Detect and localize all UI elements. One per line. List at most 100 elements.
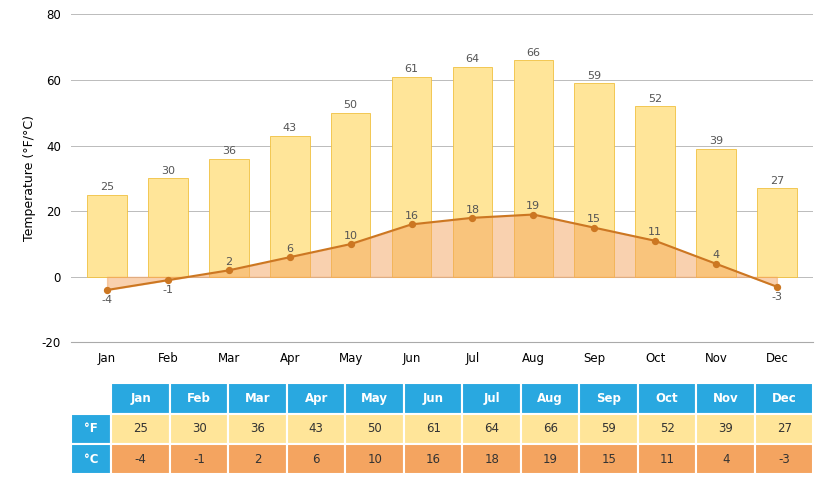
Text: 59: 59 bbox=[601, 422, 616, 435]
Bar bbox=[170, 383, 228, 413]
Point bbox=[466, 214, 479, 222]
Y-axis label: Temperature (°F/°C): Temperature (°F/°C) bbox=[23, 115, 36, 241]
Bar bbox=[696, 413, 755, 444]
Bar bbox=[579, 383, 638, 413]
Bar bbox=[404, 383, 462, 413]
Bar bbox=[404, 413, 462, 444]
Text: Feb: Feb bbox=[188, 392, 211, 405]
Bar bbox=[638, 383, 696, 413]
Point bbox=[710, 260, 723, 268]
Text: 16: 16 bbox=[404, 211, 418, 221]
Text: °C: °C bbox=[84, 453, 98, 466]
Bar bbox=[345, 444, 404, 474]
Bar bbox=[462, 444, 521, 474]
Bar bbox=[638, 444, 696, 474]
Text: Mar: Mar bbox=[245, 392, 271, 405]
Bar bbox=[755, 383, 813, 413]
Text: 27: 27 bbox=[769, 176, 784, 186]
Point bbox=[344, 240, 357, 248]
Text: 25: 25 bbox=[100, 182, 115, 192]
Bar bbox=[579, 444, 638, 474]
Bar bbox=[521, 444, 579, 474]
Bar bbox=[270, 136, 310, 277]
Text: °F: °F bbox=[84, 422, 98, 435]
Bar bbox=[287, 383, 345, 413]
Bar bbox=[521, 413, 579, 444]
Bar bbox=[71, 413, 111, 444]
Text: 43: 43 bbox=[309, 422, 324, 435]
Point bbox=[770, 283, 784, 291]
Text: 61: 61 bbox=[404, 64, 418, 74]
Bar bbox=[209, 159, 249, 277]
Bar bbox=[71, 383, 111, 413]
Text: 11: 11 bbox=[660, 453, 675, 466]
Point bbox=[405, 220, 418, 228]
Text: 50: 50 bbox=[344, 100, 358, 110]
Text: 25: 25 bbox=[134, 422, 148, 435]
Bar bbox=[111, 383, 170, 413]
Point bbox=[527, 211, 540, 218]
Text: -3: -3 bbox=[771, 292, 783, 302]
Point bbox=[100, 286, 114, 294]
Bar bbox=[579, 413, 638, 444]
Text: -1: -1 bbox=[163, 285, 173, 295]
Text: 30: 30 bbox=[161, 166, 175, 176]
Text: 43: 43 bbox=[283, 123, 297, 133]
Bar bbox=[170, 413, 228, 444]
Point bbox=[588, 224, 601, 231]
Text: 50: 50 bbox=[368, 422, 382, 435]
Text: 52: 52 bbox=[660, 422, 675, 435]
Point bbox=[283, 253, 296, 261]
Bar bbox=[514, 60, 553, 277]
Text: Sep: Sep bbox=[596, 392, 621, 405]
Text: 6: 6 bbox=[312, 453, 320, 466]
Text: 19: 19 bbox=[543, 453, 558, 466]
Bar bbox=[635, 106, 675, 277]
Text: 61: 61 bbox=[426, 422, 441, 435]
Bar bbox=[228, 444, 287, 474]
Text: 6: 6 bbox=[286, 244, 293, 254]
Text: 52: 52 bbox=[648, 93, 662, 103]
Text: Jun: Jun bbox=[422, 392, 444, 405]
Bar bbox=[331, 113, 370, 277]
Bar bbox=[696, 383, 755, 413]
Text: -3: -3 bbox=[779, 453, 790, 466]
Text: Jan: Jan bbox=[130, 392, 151, 405]
Bar bbox=[755, 444, 813, 474]
Bar bbox=[149, 179, 188, 277]
Text: 18: 18 bbox=[484, 453, 499, 466]
Text: 16: 16 bbox=[426, 453, 441, 466]
Bar bbox=[345, 413, 404, 444]
Bar bbox=[696, 444, 755, 474]
Text: Apr: Apr bbox=[305, 392, 328, 405]
Text: 66: 66 bbox=[526, 48, 540, 57]
Text: 66: 66 bbox=[543, 422, 558, 435]
Bar bbox=[170, 444, 228, 474]
Text: 27: 27 bbox=[777, 422, 792, 435]
Bar bbox=[111, 444, 170, 474]
Text: 64: 64 bbox=[484, 422, 499, 435]
Text: 30: 30 bbox=[192, 422, 207, 435]
Point bbox=[161, 276, 174, 284]
Bar bbox=[574, 83, 614, 277]
Text: 36: 36 bbox=[222, 146, 236, 156]
Bar bbox=[755, 413, 813, 444]
Text: Dec: Dec bbox=[772, 392, 797, 405]
Text: 10: 10 bbox=[367, 453, 382, 466]
Text: -4: -4 bbox=[134, 453, 147, 466]
Text: 19: 19 bbox=[526, 201, 540, 211]
Text: May: May bbox=[361, 392, 388, 405]
Bar bbox=[638, 413, 696, 444]
Bar bbox=[71, 444, 111, 474]
Bar bbox=[696, 149, 735, 277]
Bar bbox=[287, 413, 345, 444]
Text: 11: 11 bbox=[648, 228, 662, 238]
Text: -1: -1 bbox=[193, 453, 205, 466]
Text: 18: 18 bbox=[466, 205, 480, 215]
Text: 39: 39 bbox=[709, 136, 723, 146]
Bar bbox=[452, 67, 492, 277]
Bar bbox=[87, 195, 127, 277]
Text: 2: 2 bbox=[225, 257, 232, 267]
Text: 64: 64 bbox=[466, 54, 480, 64]
Text: 36: 36 bbox=[250, 422, 265, 435]
